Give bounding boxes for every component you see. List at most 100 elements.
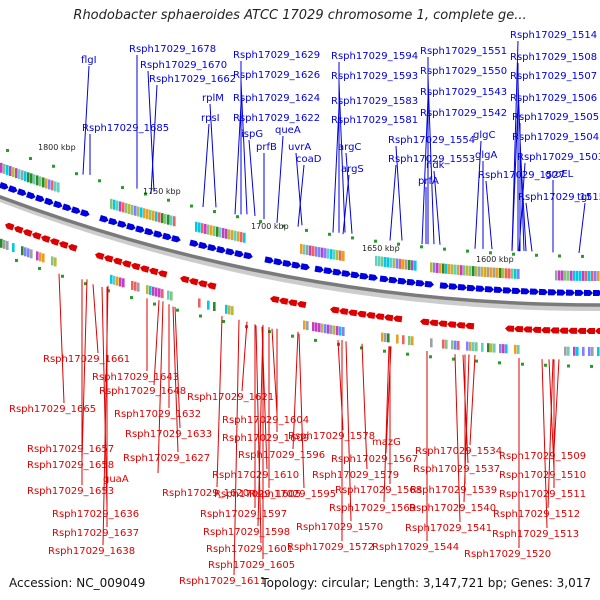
feature-block [442,263,445,274]
marker [420,245,423,249]
forward-gene-label: Rsph17029_1622 [233,113,320,124]
marker [567,364,570,368]
feature-block [24,247,27,257]
reverse-gene-arrow [270,295,280,304]
marker [6,148,9,152]
marker [29,157,32,161]
leader-line [547,359,554,509]
feature-block [439,263,442,274]
feature-block [558,270,561,281]
forward-gene-arrow [574,289,584,296]
marker [98,179,101,183]
feature-block [0,162,3,173]
reverse-strand-labels: Rsph17029_1661 Rsph17029_1643 Rsph17029_16… [9,273,586,587]
feature-block [207,300,210,310]
forward-gene-arrow [323,267,333,275]
marker [397,242,400,246]
forward-gene-arrow [457,283,467,291]
feature-block [324,324,327,334]
reverse-gene-arrow [31,232,42,240]
marker [153,302,156,306]
leader-line [102,285,109,546]
feature-block [466,341,469,351]
forward-gene-label: argS [341,164,364,175]
reverse-gene-arrow [348,309,358,317]
feature-block [167,214,170,225]
forward-gene-label: Rsph17029_1581 [331,115,418,126]
leader-line [202,123,210,208]
feature-block [27,172,30,183]
feature-block [514,344,517,354]
feature-block [128,204,131,215]
forward-gene-arrow [126,222,136,231]
forward-gene-label: Rsph17029_1506 [510,93,597,104]
reverse-gene-label: Rsph17029_1643 [92,372,179,383]
leader-line [271,328,278,415]
reverse-gene-track [5,222,600,335]
reverse-gene-arrow [549,327,560,334]
feature-block [21,246,24,256]
forward-gene-label: rplM [202,93,224,104]
feature-block [312,246,315,257]
reverse-gene-label: Rsph17029_1636 [52,509,139,520]
leader-line [276,135,284,223]
feature-block [152,286,155,296]
forward-gene-arrow [243,252,253,260]
feature-block [170,215,173,226]
marker [291,334,294,338]
marker [521,362,524,366]
reverse-gene-label: Rsph17029_1653 [27,486,114,497]
marker [61,274,64,278]
reverse-gene-arrow [158,270,168,278]
leader-line [454,354,461,523]
feature-block [303,320,306,330]
forward-gene-label: Rsph17029_1624 [233,93,320,104]
reverse-gene-label: Rsph17029_1534 [415,446,502,457]
forward-gene-arrow [547,289,557,296]
feature-block [393,258,396,269]
forward-gene-arrow [439,282,449,289]
feature-block [454,340,457,350]
feature-block [445,263,448,274]
feature-block [402,259,405,270]
reverse-gene-label: Rsph17029_1665 [9,404,96,415]
feature-block [402,335,405,345]
forward-gene-arrow [207,243,217,252]
feature-block [51,256,54,266]
reverse-gene-arrow [356,310,367,318]
feature-block [564,346,567,356]
marker [213,210,216,214]
reverse-gene-arrow [148,267,159,276]
feature-block [170,291,173,301]
feature-block [502,268,505,279]
marker [15,258,18,262]
feature-block [231,306,234,316]
leader-line [361,343,368,470]
feature-block [436,262,439,273]
feature-block [508,268,511,279]
reverse-gene-arrow [49,238,60,246]
feature-block [576,270,579,281]
feature-block [460,265,463,276]
forward-gene-arrow [35,194,45,203]
accession-label: Accession: NC_009049 [9,576,146,590]
feature-block [408,259,411,270]
feature-block [113,275,116,285]
feature-block [514,268,517,279]
feature-block [167,290,170,300]
reverse-gene-arrow [5,222,15,231]
forward-gene-arrow [379,275,389,283]
feature-block [201,223,204,234]
forward-gene-label: rpsI [201,113,220,124]
feature-block [496,267,499,278]
feature-block [122,202,125,213]
marker [512,252,515,256]
forward-gene-label: Rsph17029_1629 [233,50,320,61]
reverse-gene-arrow [540,327,551,334]
forward-gene-label: Rsph17029_1542 [420,108,507,119]
feature-block [475,266,478,277]
feature-block [225,304,228,314]
reverse-gene-arrow [585,327,596,335]
forward-gene-arrow [273,258,283,266]
marker [406,352,409,356]
